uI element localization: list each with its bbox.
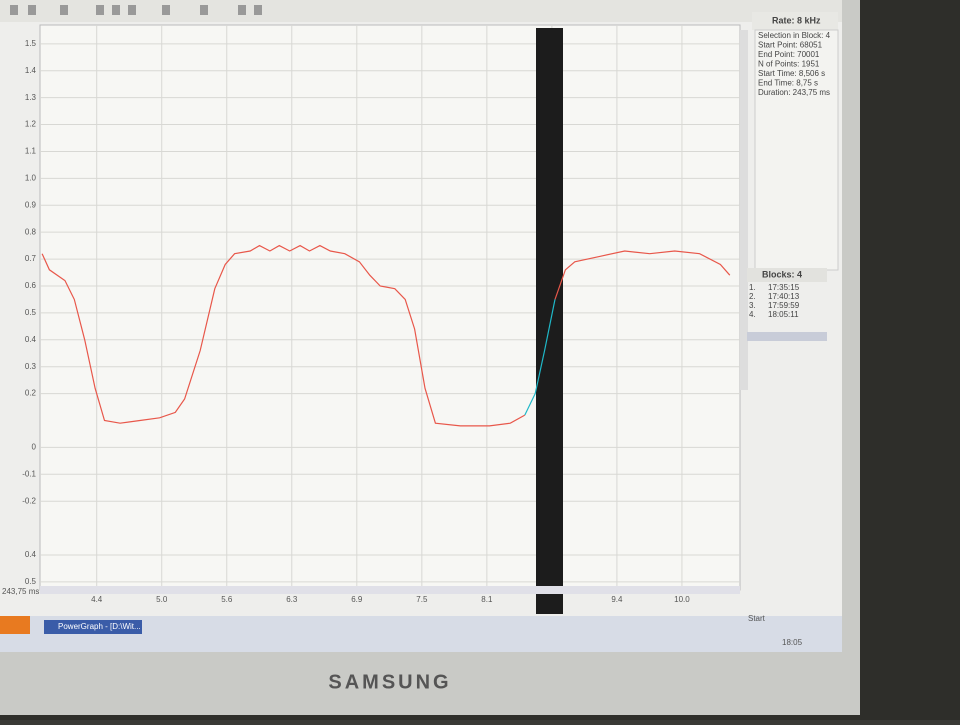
x-tick-label: 8.1: [481, 595, 493, 604]
icon[interactable]: [254, 5, 262, 15]
icon[interactable]: [60, 5, 68, 15]
duration-label: 243,75 ms: [2, 587, 39, 596]
block-time: 17:59:59: [768, 301, 800, 310]
y-tick-label: 1.4: [25, 66, 37, 75]
y-tick-label: -0.2: [22, 496, 36, 505]
block-index: 3.: [749, 301, 756, 310]
trace: [41, 244, 731, 427]
y-tick-label: 1.2: [25, 120, 37, 129]
trace: [524, 299, 556, 416]
y-tick-label: 0.8: [25, 227, 37, 236]
y-tick-label: 0.7: [25, 254, 37, 263]
y-tick-label: 1.5: [25, 39, 37, 48]
x-scrollbar[interactable]: [40, 586, 740, 594]
x-tick-label: 4.4: [91, 595, 103, 604]
y-tick-label: -0.1: [22, 469, 36, 478]
toolbar: [0, 0, 842, 22]
y-tick-label: 1.1: [25, 147, 37, 156]
blocks-title: Blocks: 4: [762, 269, 802, 279]
rate-box: [752, 12, 838, 30]
info-line: Start Time: 8,506 s: [758, 69, 825, 78]
icon[interactable]: [200, 5, 208, 15]
y-tick-label: 0.2: [25, 389, 37, 398]
blocks-header: [747, 268, 827, 282]
traces: [41, 244, 731, 427]
brand: SAMSUNG: [328, 671, 451, 693]
info-line: N of Points: 1951: [758, 60, 820, 69]
start-button[interactable]: [0, 616, 30, 634]
icon[interactable]: [162, 5, 170, 15]
selection-cursor: [536, 28, 563, 614]
info-line: End Time: 8,75 s: [758, 79, 818, 88]
y-tick-label: 0.6: [25, 281, 37, 290]
blocks-list: 1. 17:35:15 2. 17:40:13 3. 17:59:59 4. 18:05:11: [747, 283, 827, 341]
y-tick-label: 0.5: [25, 577, 37, 586]
rate: Rate: 8 kHz: [772, 15, 821, 25]
clock: 18:05: [782, 638, 803, 647]
block-time: 17:40:13: [768, 292, 800, 301]
info-line: Selection in Block: 4: [758, 31, 831, 40]
plot-area: [39, 24, 741, 591]
y-tick-label: 0.5: [25, 308, 37, 317]
x-tick-label: 7.5: [416, 595, 428, 604]
block-time: 18:05:11: [768, 310, 799, 319]
x-tick-label: 5.6: [221, 595, 233, 604]
x-tick-label: 5.0: [156, 595, 168, 604]
icon[interactable]: [112, 5, 120, 15]
y-tick-label: 1.3: [25, 93, 37, 102]
block-time: 17:35:15: [768, 283, 800, 292]
x-tick-label: 10.0: [674, 595, 690, 604]
x-tick-label: 6.9: [351, 595, 363, 604]
start-label: Start: [748, 614, 766, 623]
x-tick-label: 9.4: [611, 595, 623, 604]
block-index: 2.: [749, 292, 756, 301]
info-line: End Point: 70001: [758, 50, 820, 59]
y-tick-label: 0.4: [25, 335, 37, 344]
icon[interactable]: [96, 5, 104, 15]
icon[interactable]: [28, 5, 36, 15]
scrollbar[interactable]: [740, 30, 748, 390]
y-tick-label: 0: [32, 443, 37, 452]
x-tick-label: 6.3: [286, 595, 298, 604]
y-tick-label: 0.9: [25, 200, 37, 209]
icon[interactable]: [128, 5, 136, 15]
y-tick-label: 0.3: [25, 362, 37, 371]
grid: 1.5 1.4 1.3 1.2 1.1 1.0 0.9 0.8 0.7 0.6 0.5 0.4 0.3 0…: [22, 25, 740, 604]
task-button[interactable]: [44, 620, 142, 634]
icon[interactable]: [10, 5, 18, 15]
info-line: Start Point: 68051: [758, 41, 823, 50]
toolbar-icons: [10, 5, 262, 15]
selected-row: [747, 332, 827, 341]
info-line: Duration: 243,75 ms: [758, 88, 830, 97]
icon[interactable]: [238, 5, 246, 15]
y-tick-label: 1.0: [25, 173, 37, 182]
block-index: 1.: [749, 283, 756, 292]
y-tick-label: 0.4: [25, 550, 37, 559]
block-index: 4.: [749, 310, 756, 319]
task-label: PowerGraph - [D:\Wit...: [58, 622, 141, 631]
